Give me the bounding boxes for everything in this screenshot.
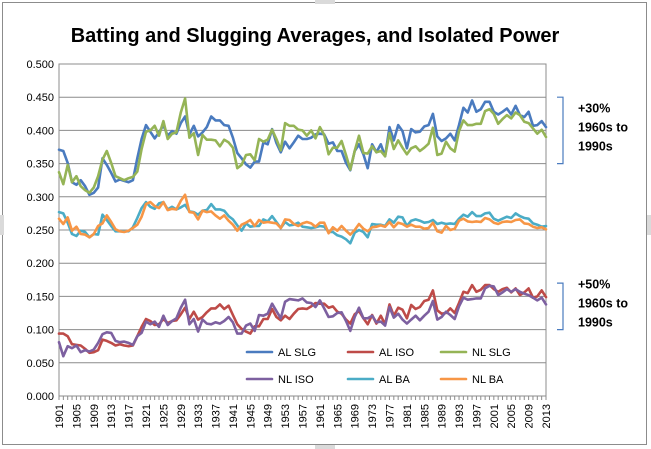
series-line-al-iso (57, 283, 548, 355)
y-tick-label: 0.000 (26, 391, 54, 403)
legend-label-nl-iso: NL ISO (278, 374, 314, 386)
x-tick-label: 1993 (454, 404, 466, 428)
y-tick-label: 0.150 (26, 291, 54, 303)
x-tick-label: 1953 (280, 404, 292, 428)
y-tick-label: 0.400 (26, 125, 54, 137)
x-tick-label: 2009 (524, 404, 536, 428)
y-tick-label: 0.500 (26, 59, 54, 71)
x-tick-label: 1957 (298, 404, 310, 428)
annotation-text: 1990s (578, 139, 613, 153)
x-tick-label: 1997 (471, 404, 483, 428)
legend-label-al-iso: AL ISO (379, 347, 414, 359)
x-tick-label: 1969 (350, 404, 362, 428)
annotation-bracket (557, 96, 564, 165)
x-tick-label: 2001 (489, 404, 501, 428)
x-tick-label: 1921 (141, 404, 153, 428)
y-tick-label: 0.200 (26, 258, 54, 270)
series-line-nl-ba (57, 193, 548, 239)
x-tick-label: 1989 (437, 404, 449, 428)
series-line-nl-iso (57, 284, 548, 358)
series-line-al-slg (57, 99, 548, 197)
annotation-text: +50% (578, 277, 610, 291)
legend-label-al-slg: AL SLG (278, 347, 316, 359)
y-tick-label: 0.250 (26, 225, 54, 237)
resize-handle-right[interactable] (647, 215, 651, 235)
x-tick-label: 1909 (89, 404, 101, 428)
x-tick-label: 1905 (71, 404, 83, 428)
x-tick-label: 1977 (384, 404, 396, 428)
legend-label-al-ba: AL BA (379, 374, 410, 386)
x-tick-label: 1933 (193, 404, 205, 428)
x-tick-label: 1917 (124, 404, 136, 428)
annotation-text: 1990s (578, 315, 613, 329)
annotation-text: +30% (578, 101, 610, 115)
series-lines (57, 97, 548, 358)
x-tick-label: 1985 (419, 404, 431, 428)
y-tick-label: 0.350 (26, 159, 54, 171)
x-tick-label: 1945 (245, 404, 257, 428)
legend-label-nl-slg: NL SLG (472, 347, 511, 359)
x-tick-label: 1981 (402, 404, 414, 428)
resize-handle-top[interactable] (315, 0, 335, 4)
x-tick-label: 1901 (54, 404, 66, 428)
x-tick-label: 1949 (263, 404, 275, 428)
resize-handle-bottom[interactable] (315, 445, 335, 449)
resize-handle-left[interactable] (0, 215, 4, 235)
x-tick-label: 1929 (176, 404, 188, 428)
y-tick-label: 0.300 (26, 192, 54, 204)
axes: 0.000 0.050 0.100 0.150 0.200 0.250 0.300 0.350… (26, 59, 553, 428)
legend: AL SLG AL ISO NL SLG NL ISO AL BA NL BA (245, 347, 511, 386)
annotation-text: 1960s to (578, 296, 628, 310)
x-tick-label: 2005 (506, 404, 518, 428)
chart-title: Batting and Slugging Averages, and Isola… (71, 25, 560, 47)
x-tick-label: 1973 (367, 404, 379, 428)
x-tick-label: 1913 (106, 404, 118, 428)
series-line-al-ba (57, 200, 548, 245)
annotations: +30% 1960s to 1990s +50% 1960s to 1990s (557, 96, 628, 331)
x-tick-label: 1937 (211, 404, 223, 428)
x-tick-label: 1961 (315, 404, 327, 428)
series-line-nl-slg (57, 97, 548, 195)
annotation-text: 1960s to (578, 120, 628, 134)
x-tick-label: 1925 (158, 404, 170, 428)
y-tick-label: 0.100 (26, 325, 54, 337)
annotation-bracket (557, 282, 564, 331)
y-tick-label: 0.450 (26, 92, 54, 104)
legend-label-nl-ba: NL BA (472, 374, 504, 386)
y-tick-label: 0.050 (26, 358, 54, 370)
x-tick-label: 1941 (228, 404, 240, 428)
x-tick-label: 2013 (541, 404, 553, 428)
x-tick-label: 1965 (332, 404, 344, 428)
